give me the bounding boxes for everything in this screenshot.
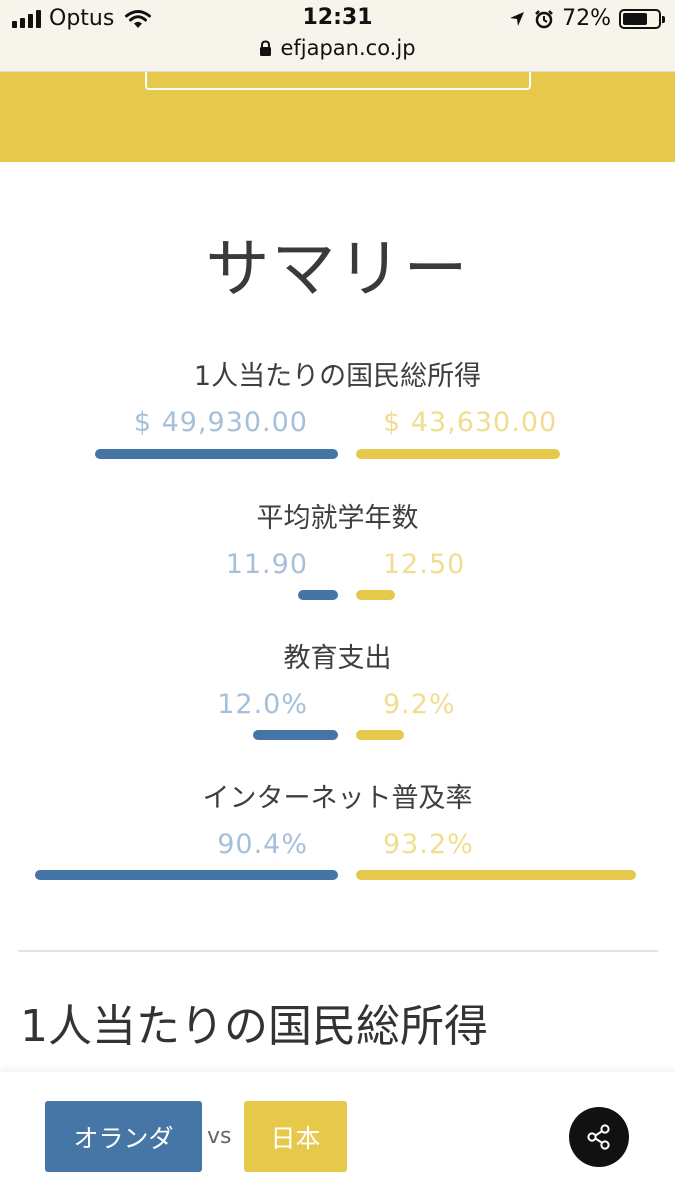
metric-bar-right: [356, 730, 404, 740]
metric-label: インターネット普及率: [202, 783, 473, 814]
section-divider: [18, 950, 658, 952]
hero-banner: [0, 72, 675, 162]
clock-time: 12:31: [302, 5, 373, 30]
metric-value-left: $ 49,930.00: [133, 407, 308, 438]
section-title: 1人当たりの国民総所得: [20, 1001, 488, 1052]
metric-bar-left: [298, 590, 338, 600]
share-button[interactable]: [569, 1107, 629, 1167]
metric-bar-right: [356, 590, 395, 600]
wifi-icon: [125, 9, 152, 28]
battery-level: [623, 12, 648, 25]
carrier-name: Optus: [49, 6, 115, 31]
metric-value-right: 12.50: [383, 549, 466, 580]
metric-bar-left: [253, 730, 338, 740]
metric-bar-left: [95, 449, 338, 459]
metric-value-left: 11.90: [225, 549, 308, 580]
summary-title: サマリー: [205, 233, 470, 307]
compare-bar: オランダ vs 日本: [0, 1072, 675, 1200]
url-text: efjapan.co.jp: [280, 36, 416, 60]
metric-label: 1人当たりの国民総所得: [193, 361, 482, 392]
metric-label: 教育支出: [283, 643, 392, 674]
status-left: Optus: [12, 6, 152, 31]
metric-value-right: $ 43,630.00: [383, 407, 558, 438]
lock-icon: [260, 39, 272, 56]
status-bar: Optus 12:31 72% efjapan.co.jp: [0, 0, 675, 72]
vs-label: vs: [207, 1124, 232, 1149]
metric-value-right: 93.2%: [383, 829, 474, 860]
country-right-button[interactable]: 日本: [244, 1101, 347, 1172]
metric-label: 平均就学年数: [256, 503, 419, 534]
status-right: 72%: [508, 6, 665, 31]
metric-bar-left: [35, 870, 338, 880]
metric-value-right: 9.2%: [383, 689, 456, 720]
battery-icon: [619, 8, 665, 29]
signal-bars-icon: [12, 9, 41, 28]
metric-bar-right: [356, 870, 636, 880]
country-left-button[interactable]: オランダ: [45, 1101, 202, 1172]
metric-value-left: 90.4%: [217, 829, 308, 860]
address-bar[interactable]: efjapan.co.jp: [0, 36, 675, 60]
alarm-clock-icon: [535, 9, 553, 28]
hero-outline-box: [145, 72, 531, 90]
metric-bar-right: [356, 449, 560, 459]
battery-percent: 72%: [562, 6, 611, 31]
metric-value-left: 12.0%: [217, 689, 308, 720]
share-icon: [587, 1124, 610, 1150]
location-arrow-icon: [510, 11, 525, 26]
